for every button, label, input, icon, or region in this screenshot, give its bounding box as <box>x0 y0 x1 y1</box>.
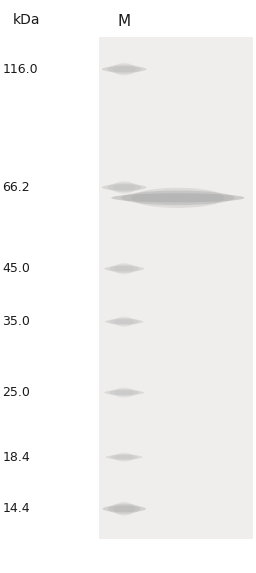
Ellipse shape <box>107 183 141 192</box>
Ellipse shape <box>107 65 141 74</box>
Ellipse shape <box>115 453 133 462</box>
Ellipse shape <box>104 266 144 272</box>
Ellipse shape <box>109 264 139 273</box>
Ellipse shape <box>115 316 134 327</box>
Ellipse shape <box>114 387 134 398</box>
Ellipse shape <box>110 454 138 461</box>
Ellipse shape <box>113 181 135 194</box>
Text: 18.4: 18.4 <box>3 450 30 464</box>
Text: M: M <box>118 14 131 29</box>
Ellipse shape <box>105 319 143 324</box>
Bar <box>99 37 253 539</box>
Ellipse shape <box>102 185 146 191</box>
Text: kDa: kDa <box>13 13 40 27</box>
Text: 66.2: 66.2 <box>3 181 30 194</box>
Text: 35.0: 35.0 <box>3 315 30 328</box>
Ellipse shape <box>121 190 234 205</box>
Ellipse shape <box>111 193 244 202</box>
Ellipse shape <box>131 188 225 208</box>
Ellipse shape <box>104 390 144 395</box>
Text: 25.0: 25.0 <box>3 386 30 399</box>
Text: 14.4: 14.4 <box>3 503 30 515</box>
Ellipse shape <box>113 63 135 76</box>
Ellipse shape <box>102 66 146 72</box>
Text: 116.0: 116.0 <box>3 62 38 76</box>
Ellipse shape <box>109 388 139 397</box>
Text: 45.0: 45.0 <box>3 262 30 275</box>
Ellipse shape <box>114 263 134 274</box>
Ellipse shape <box>102 505 146 512</box>
Ellipse shape <box>108 504 141 514</box>
Ellipse shape <box>113 502 135 516</box>
Ellipse shape <box>105 455 143 460</box>
Ellipse shape <box>110 318 138 325</box>
